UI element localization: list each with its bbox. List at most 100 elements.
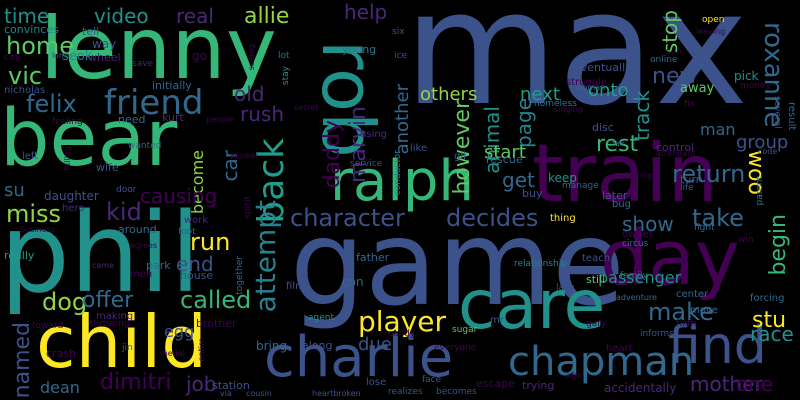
- word-move: move: [690, 305, 718, 316]
- word-take: take: [692, 204, 744, 232]
- word-mother: mother: [690, 372, 763, 396]
- word-fearing: fearing: [624, 171, 653, 180]
- word-show: show: [622, 212, 674, 236]
- word-came: came: [92, 261, 115, 270]
- word-forcing: forcing: [750, 293, 785, 304]
- word-marvin: marvin: [346, 106, 371, 184]
- word-miss: miss: [6, 200, 62, 228]
- word-pick: pick: [734, 69, 759, 83]
- word-lose: lose: [366, 377, 387, 388]
- word-con: con: [342, 275, 364, 289]
- word-online: online: [650, 55, 678, 65]
- word-attendant: attendant: [656, 149, 696, 158]
- word-toward: toward: [32, 321, 64, 331]
- word-win: win: [738, 235, 754, 245]
- word-left: left: [22, 151, 39, 162]
- word-dimitri: dimitri: [100, 370, 172, 395]
- word-away: away: [680, 81, 715, 96]
- word-rush: rush: [240, 102, 284, 126]
- word-rescue: rescue: [486, 153, 523, 166]
- word-find: find: [668, 316, 767, 376]
- word-later: later: [602, 189, 628, 202]
- word-fix: fix: [684, 99, 695, 109]
- word-wanted: wanted: [128, 141, 162, 151]
- word-really: really: [4, 249, 35, 262]
- word-offer: offer: [82, 288, 134, 313]
- word-stu: stu: [752, 308, 787, 333]
- word-agrees: agrees: [130, 241, 158, 250]
- word-seok: seok: [62, 49, 93, 64]
- word-money: money: [740, 81, 771, 91]
- word-home: home: [6, 32, 75, 60]
- word-eventually: eventually: [574, 61, 632, 74]
- word-friend: friend: [104, 83, 204, 123]
- word-singing: singing: [554, 105, 583, 114]
- word-manage: manage: [562, 181, 599, 191]
- word-keep: keep: [548, 171, 577, 185]
- word-seeing: seeing: [247, 44, 256, 71]
- word-ice: ice: [394, 51, 407, 61]
- word-job: job: [186, 372, 217, 396]
- word-fall: fall: [612, 139, 625, 148]
- word-start: start: [484, 142, 526, 163]
- word-accidentally: accidentally: [604, 381, 677, 395]
- word-way: way: [92, 37, 117, 51]
- word-along: along: [302, 339, 333, 352]
- word-due: due: [358, 334, 392, 355]
- word-open: open: [702, 15, 725, 25]
- word-get: get: [502, 168, 535, 192]
- word-max: max: [404, 0, 749, 141]
- word-gil: gil: [454, 151, 466, 162]
- word-dean: dean: [40, 378, 80, 397]
- word-others: others: [420, 84, 478, 105]
- word-named: named: [10, 322, 35, 399]
- word-center: center: [676, 289, 709, 300]
- word-buy: buy: [522, 187, 543, 200]
- word-kurt: kurt: [162, 111, 184, 124]
- word-su: su: [4, 180, 25, 201]
- word-control: control: [656, 141, 695, 154]
- word-ralph: ralph: [330, 149, 474, 214]
- word-turn: turn: [680, 173, 703, 186]
- word-return: return: [672, 160, 746, 188]
- word-child: child: [36, 300, 207, 384]
- word-chapman: chapman: [508, 339, 695, 385]
- word-group: group: [736, 132, 789, 153]
- word-track: track: [630, 90, 654, 141]
- word-nicholas: nicholas: [4, 85, 46, 96]
- word-make: make: [648, 298, 714, 326]
- word-lenny: lenny: [40, 0, 277, 99]
- word-woman: woman: [576, 83, 606, 92]
- word-dog: dog: [42, 288, 88, 316]
- word-player: player: [358, 305, 447, 338]
- word-people: people: [206, 115, 234, 124]
- word-stay: stay: [281, 66, 291, 86]
- word-jin: jin: [122, 343, 133, 353]
- word-go: go: [192, 49, 207, 63]
- word-leaving: leaving: [696, 27, 726, 36]
- word-mr: mr: [490, 315, 504, 326]
- word-code: code: [758, 147, 778, 156]
- word-making: making: [96, 311, 134, 322]
- word-throwing: throwing: [90, 319, 130, 329]
- word-need: need: [118, 113, 146, 126]
- word-causing: causing: [140, 184, 218, 208]
- word-help: help: [344, 0, 388, 24]
- word-man: man: [700, 120, 736, 139]
- word-roxanne: roxanne: [758, 22, 788, 128]
- word-lot: lot: [278, 51, 290, 61]
- word-attempt: attempt: [249, 200, 282, 313]
- word-circus: circus: [622, 239, 649, 249]
- word-one: one: [736, 372, 774, 396]
- word-save: save: [132, 59, 154, 69]
- word-end: end: [176, 252, 214, 276]
- word-crash: crash: [46, 347, 77, 360]
- word-tell: tell: [82, 25, 100, 38]
- word-using: using: [360, 129, 388, 140]
- word-bring: bring: [256, 339, 288, 353]
- word-next: next: [520, 84, 560, 105]
- word-faith: faith: [676, 319, 697, 329]
- word-via: via: [220, 389, 232, 398]
- word-charlie: charlie: [264, 325, 454, 390]
